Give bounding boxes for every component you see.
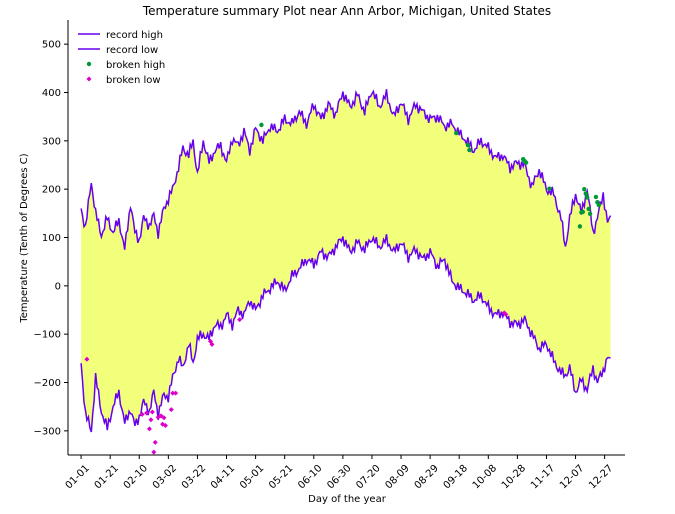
point-broken-high — [577, 224, 583, 229]
y-tick-label: −300 — [34, 426, 61, 437]
legend-item-broken-low: broken low — [86, 75, 161, 86]
fill-between-area — [81, 89, 611, 432]
x-tick-label: 10-28 — [500, 463, 528, 491]
point-broken-low — [151, 449, 157, 455]
point-broken-high — [547, 186, 552, 191]
y-tick-label: 500 — [42, 40, 61, 51]
x-tick-label: 03-02 — [151, 463, 179, 491]
legend-label-record-high: record high — [106, 30, 163, 41]
series-lines — [80, 89, 612, 433]
y-tick-label: 400 — [42, 88, 61, 99]
x-tick-label: 05-01 — [238, 463, 266, 491]
x-tick-label: 01-21 — [93, 463, 121, 491]
point-broken-high — [586, 206, 591, 212]
legend-swatch-broken-low — [86, 76, 92, 82]
point-broken-low — [152, 439, 158, 445]
legend-label-broken-high: broken high — [106, 60, 165, 71]
x-tick-label: 05-21 — [267, 463, 295, 491]
legend-label-record-low: record low — [106, 45, 158, 56]
y-tick-label: 100 — [42, 233, 61, 244]
legend-item-record-low: record low — [78, 45, 158, 56]
point-broken-low — [84, 356, 90, 362]
point-broken-high — [584, 195, 590, 200]
fill-between-band — [81, 89, 611, 432]
point-broken-high — [593, 194, 599, 200]
point-broken-low — [149, 409, 155, 415]
x-tick-label: 06-10 — [296, 463, 324, 491]
legend-label-broken-low: broken low — [106, 75, 161, 86]
x-tick-label: 06-30 — [325, 463, 353, 491]
legend-swatch-broken-high — [86, 61, 92, 67]
point-broken-low — [144, 410, 150, 416]
point-broken-high — [596, 202, 602, 208]
x-tick-label: 11-17 — [529, 463, 557, 491]
y-tick-label: 300 — [42, 136, 61, 147]
legend-item-broken-high: broken high — [86, 60, 165, 71]
point-broken-low — [209, 341, 215, 347]
point-broken-low — [168, 407, 174, 413]
x-tick-label: 08-29 — [413, 463, 441, 491]
x-tick-label: 04-11 — [209, 463, 237, 491]
point-broken-low — [139, 411, 145, 417]
scatter-points — [84, 122, 602, 455]
x-tick-label: 08-09 — [383, 463, 411, 491]
series-line-record-high — [80, 89, 612, 250]
point-broken-low — [148, 417, 154, 423]
point-broken-high — [454, 130, 459, 136]
y-ticks: −300 −200 −100 0 100 200 300 400 500 — [34, 40, 68, 437]
y-tick-label: 0 — [55, 281, 61, 292]
x-tick-label: 10-08 — [471, 463, 499, 491]
y-tick-label: −100 — [34, 330, 61, 341]
point-broken-high — [523, 160, 529, 165]
point-broken-low — [161, 415, 167, 421]
point-broken-low — [162, 423, 168, 429]
point-broken-high — [467, 147, 472, 153]
legend: record high record low broken high broke… — [78, 30, 165, 86]
point-broken-high — [587, 211, 593, 217]
x-tick-label: 09-18 — [442, 463, 470, 491]
x-tick-label: 02-10 — [122, 463, 150, 491]
point-broken-high — [259, 122, 264, 128]
point-broken-high — [580, 209, 586, 215]
y-axis-title: Temperature (Tenth of Degrees C) — [19, 153, 30, 323]
point-broken-high — [582, 186, 587, 192]
point-broken-low — [237, 317, 243, 323]
x-tick-label: 12-07 — [558, 463, 586, 491]
point-broken-low — [503, 311, 509, 317]
y-tick-label: −200 — [34, 378, 61, 389]
point-broken-high — [465, 142, 471, 148]
point-broken-low — [146, 426, 152, 432]
chart-title: Temperature summary Plot near Ann Arbor,… — [142, 4, 551, 18]
point-broken-high — [583, 191, 588, 196]
legend-item-record-high: record high — [78, 30, 163, 41]
x-ticks: 01-01 01-21 02-10 03-02 03-22 04-11 05-01 05-21… — [64, 455, 615, 491]
x-axis-title: Day of the year — [308, 494, 387, 505]
series-line-record-low — [80, 234, 611, 433]
x-tick-label: 03-22 — [180, 463, 208, 491]
point-broken-low — [170, 390, 176, 396]
y-tick-label: 200 — [42, 185, 61, 196]
point-broken-low — [173, 390, 179, 396]
x-tick-label: 12-27 — [587, 463, 615, 491]
x-tick-label: 01-01 — [64, 463, 92, 491]
x-tick-label: 07-20 — [354, 463, 382, 491]
